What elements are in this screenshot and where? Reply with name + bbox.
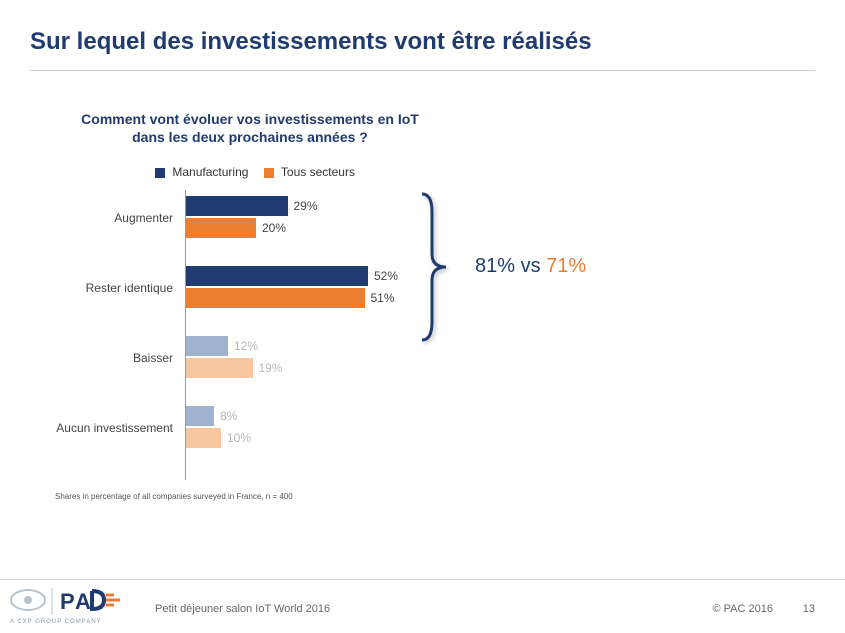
bar: 12%	[186, 336, 228, 356]
bar: 51%	[186, 288, 365, 308]
legend-item-tous-secteurs: Tous secteurs	[264, 165, 355, 179]
bar-value-label: 19%	[259, 361, 283, 375]
callout-left-value: 81%	[475, 255, 515, 277]
footer-event: Petit déjeuner salon IoT World 2016	[155, 603, 330, 615]
bar: 19%	[186, 358, 253, 378]
bar-value-label: 8%	[220, 409, 237, 423]
legend-label: Tous secteurs	[281, 165, 355, 179]
bar: 20%	[186, 218, 256, 238]
callout-vs: vs	[515, 255, 546, 277]
svg-text:P: P	[60, 589, 75, 614]
bar-group: Aucun investissement8%10%	[55, 400, 400, 456]
legend-label: Manufacturing	[172, 165, 248, 179]
category-label: Baisser	[55, 351, 179, 365]
bar-value-label: 10%	[227, 431, 251, 445]
footer-copyright: © PAC 2016	[713, 603, 774, 615]
title-rule	[30, 70, 815, 71]
chart-title: Comment vont évoluer vos investissements…	[70, 110, 430, 146]
svg-text:A: A	[75, 589, 91, 614]
bar-value-label: 20%	[262, 221, 286, 235]
company-logo: P A A CXP GROUP COMPANY	[10, 585, 135, 625]
bar-value-label: 52%	[374, 269, 398, 283]
legend-item-manufacturing: Manufacturing	[155, 165, 248, 179]
bar-group: Rester identique52%51%	[55, 260, 400, 316]
page-number: 13	[803, 603, 815, 615]
callout-bracket	[420, 192, 450, 342]
logo-tagline: A CXP GROUP COMPANY	[10, 619, 102, 625]
category-label: Rester identique	[55, 281, 179, 295]
category-label: Augmenter	[55, 211, 179, 225]
bar: 52%	[186, 266, 368, 286]
bar-group: Baisser12%19%	[55, 330, 400, 386]
footer: P A A CXP GROUP COMPANY Petit déjeuner s…	[0, 580, 845, 633]
bar-value-label: 12%	[234, 339, 258, 353]
chart-plot: Augmenter29%20%Rester identique52%51%Bai…	[55, 190, 400, 480]
slide-title: Sur lequel des investissements vont être…	[30, 28, 592, 56]
callout-text: 81% vs 71%	[475, 255, 586, 278]
chart-footnote: Shares in percentage of all companies su…	[55, 492, 293, 501]
legend-swatch-tous-secteurs	[264, 168, 274, 178]
category-label: Aucun investissement	[55, 421, 179, 435]
bar-group: Augmenter29%20%	[55, 190, 400, 246]
bar: 29%	[186, 196, 288, 216]
bar-value-label: 51%	[371, 291, 395, 305]
bar: 10%	[186, 428, 221, 448]
chart-legend: Manufacturing Tous secteurs	[120, 165, 390, 179]
callout-right-value: 71%	[546, 255, 586, 277]
legend-swatch-manufacturing	[155, 168, 165, 178]
bar-value-label: 29%	[294, 199, 318, 213]
bar: 8%	[186, 406, 214, 426]
